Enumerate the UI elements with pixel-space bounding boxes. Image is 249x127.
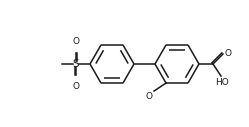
Text: O: O xyxy=(225,50,232,59)
Text: HO: HO xyxy=(215,78,229,87)
Text: O: O xyxy=(146,92,153,101)
Text: S: S xyxy=(73,59,79,69)
Text: O: O xyxy=(72,82,79,91)
Text: O: O xyxy=(72,37,79,46)
